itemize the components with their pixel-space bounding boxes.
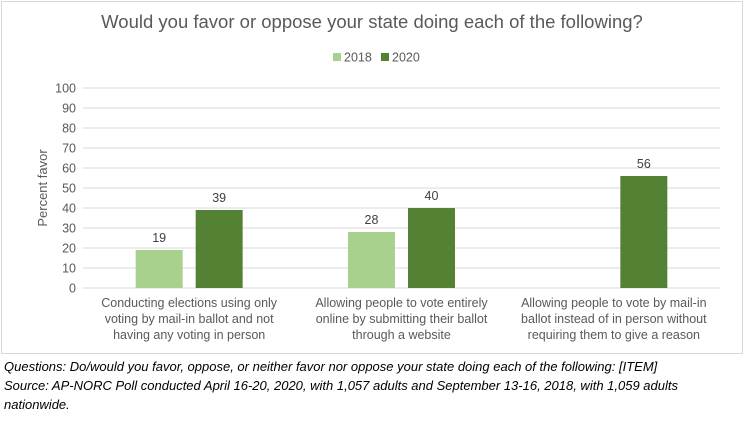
y-axis-ticks: 0 10 20 30 40 50 60 70 80 90 100 <box>55 82 76 296</box>
y-tick-label: 70 <box>62 142 76 156</box>
bars <box>135 176 668 288</box>
category-labels: Conducting elections using only voting by… <box>101 296 707 342</box>
data-label: 56 <box>637 157 651 171</box>
bar-2020-2 <box>408 208 455 288</box>
data-labels: 19 28 39 40 56 <box>152 157 651 245</box>
category-label: requiring them to give a reason <box>528 328 700 342</box>
category-label: Conducting elections using only <box>101 296 278 310</box>
bar-2020-1 <box>195 210 243 288</box>
category-label: having any voting in person <box>113 328 265 342</box>
y-tick-label: 60 <box>62 162 76 176</box>
y-tick-label: 10 <box>62 262 76 276</box>
y-tick-label: 0 <box>69 282 76 296</box>
y-tick-label: 80 <box>62 122 76 136</box>
category-label: voting by mail-in ballot and not <box>105 312 274 326</box>
legend-swatch-2020 <box>381 53 389 61</box>
y-axis-label: Percent favor <box>35 149 50 227</box>
data-label: 28 <box>365 213 379 227</box>
footnote: Questions: Do/would you favor, oppose, o… <box>4 357 744 414</box>
y-tick-label: 30 <box>62 222 76 236</box>
legend: 2018 2020 <box>333 51 420 65</box>
chart-frame <box>1 1 743 354</box>
category-label: Allowing people to vote by mail-in <box>521 296 707 310</box>
y-tick-label: 20 <box>62 242 76 256</box>
data-label: 40 <box>425 189 439 203</box>
footnote-source: Source: AP-NORC Poll conducted April 16-… <box>4 378 678 393</box>
data-label: 39 <box>212 191 226 205</box>
y-tick-label: 40 <box>62 202 76 216</box>
bar-2018-2 <box>348 232 395 288</box>
bar-2018-1 <box>135 250 183 288</box>
category-label: through a website <box>352 328 451 342</box>
footnote-source-continued: nationwide. <box>4 397 70 412</box>
y-tick-label: 90 <box>62 102 76 116</box>
y-tick-label: 50 <box>62 182 76 196</box>
legend-label-2020: 2020 <box>392 51 420 65</box>
legend-swatch-2018 <box>333 53 341 61</box>
gridlines <box>83 87 720 289</box>
category-label: Allowing people to vote entirely <box>315 296 488 310</box>
category-label: online by submitting their ballot <box>316 312 488 326</box>
category-label: ballot instead of in person without <box>521 312 707 326</box>
legend-label-2018: 2018 <box>344 51 372 65</box>
bar-2020-3 <box>620 176 668 288</box>
y-tick-label: 100 <box>55 82 76 96</box>
bar-chart: Would you favor or oppose your state doi… <box>35 11 720 342</box>
chart-title: Would you favor or oppose your state doi… <box>101 11 643 32</box>
data-label: 19 <box>152 231 166 245</box>
footnote-questions: Questions: Do/would you favor, oppose, o… <box>4 359 658 374</box>
